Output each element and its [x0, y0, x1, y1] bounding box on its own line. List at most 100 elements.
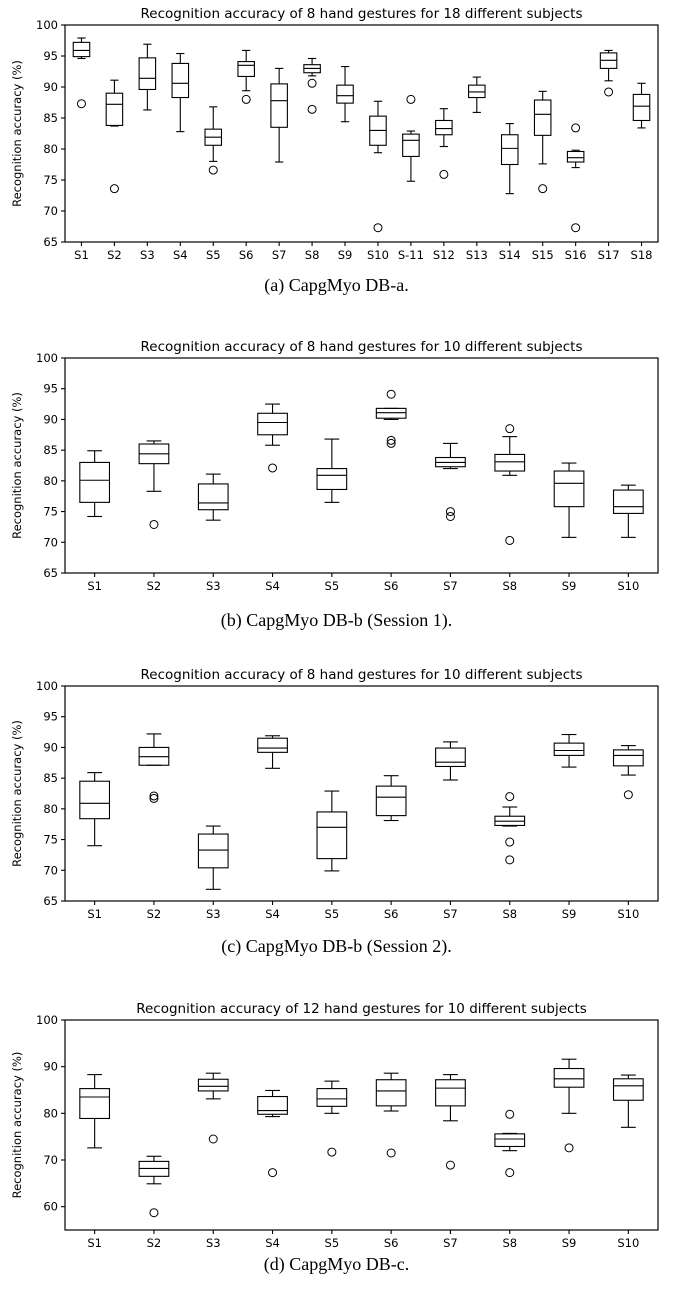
y-tick-label: 95	[43, 382, 58, 396]
x-tick-label: S4	[265, 907, 280, 921]
outlier-point	[505, 535, 515, 545]
outlier-point	[149, 1208, 159, 1218]
y-tick-label: 65	[43, 566, 58, 580]
box-S4	[257, 403, 288, 473]
chart-panel-a: Recognition accuracy of 8 hand gestures …	[0, 0, 673, 326]
x-tick-label: S6	[239, 248, 254, 262]
y-tick-label: 100	[36, 351, 58, 365]
x-tick-label: S10	[617, 579, 639, 593]
box-S4	[171, 52, 190, 133]
iqr-box	[494, 453, 526, 472]
iqr-box	[553, 470, 585, 508]
iqr-box	[553, 1067, 585, 1088]
iqr-box	[612, 489, 644, 514]
x-tick-label: S1	[87, 579, 102, 593]
y-tick-label: 60	[43, 1200, 58, 1214]
box-S6	[375, 775, 407, 822]
y-axis-label: Recognition accuracy (%)	[10, 1052, 24, 1199]
x-tick-label: S2	[147, 907, 162, 921]
x-tick-label: S2	[147, 579, 162, 593]
x-tick-label: S9	[338, 248, 353, 262]
outlier-point	[386, 389, 396, 399]
y-tick-label: 90	[43, 1060, 58, 1074]
iqr-box	[375, 785, 407, 817]
box-S2	[138, 1155, 170, 1218]
outlier-point	[505, 855, 515, 865]
box-S10	[612, 1074, 644, 1128]
box-S5	[316, 438, 348, 503]
x-tick-label: S14	[499, 248, 521, 262]
outlier-point	[623, 790, 633, 800]
iqr-box	[336, 84, 354, 104]
x-tick-label: S5	[325, 579, 340, 593]
box-S18	[632, 82, 651, 129]
box-S17	[599, 49, 618, 97]
y-tick-label: 85	[43, 111, 58, 125]
caption-b: (b) CapgMyo DB-b (Session 1).	[220, 610, 453, 630]
outlier-point	[505, 424, 515, 434]
outlier-point	[445, 507, 455, 517]
y-tick-label: 95	[43, 49, 58, 63]
x-tick-label: S17	[598, 248, 620, 262]
box-S8	[494, 792, 526, 865]
x-tick-label: S7	[443, 579, 458, 593]
iqr-box	[79, 1088, 111, 1120]
x-tick-label: S1	[87, 1236, 102, 1250]
iqr-box	[79, 461, 111, 503]
x-tick-label: S12	[433, 248, 455, 262]
iqr-box	[566, 150, 585, 163]
box-S5	[316, 1080, 348, 1157]
outlier-point	[505, 792, 515, 802]
y-tick-label: 85	[43, 443, 58, 457]
boxplot-chart-d: Recognition accuracy of 12 hand gestures…	[10, 1001, 659, 1250]
y-tick-label: 100	[36, 18, 58, 32]
x-tick-label: S10	[617, 1236, 639, 1250]
x-tick-label: S8	[502, 907, 517, 921]
outlier-point	[571, 223, 581, 233]
outlier-point	[571, 123, 581, 133]
y-tick-label: 80	[43, 1106, 58, 1120]
box-S9	[553, 1058, 585, 1153]
box-S5	[204, 106, 223, 175]
y-tick-label: 70	[43, 1153, 58, 1167]
outlier-point	[505, 837, 515, 847]
y-axis-label: Recognition accuracy (%)	[10, 720, 24, 867]
y-axis-label: Recognition accuracy (%)	[10, 60, 24, 207]
box-S8	[494, 1109, 526, 1178]
outlier-point	[445, 511, 455, 521]
iqr-box	[197, 483, 229, 511]
iqr-box	[171, 62, 190, 99]
y-tick-label: 90	[43, 412, 58, 426]
box-S-11	[402, 94, 420, 182]
chart-panel-c: Recognition accuracy of 8 hand gestures …	[0, 652, 673, 978]
chart-title: Recognition accuracy of 8 hand gestures …	[141, 6, 583, 22]
outlier-point	[538, 184, 548, 194]
x-tick-label: S10	[367, 248, 389, 262]
x-tick-label: S6	[384, 907, 399, 921]
x-tick-label: S6	[384, 579, 399, 593]
box-S10	[612, 484, 644, 538]
iqr-box	[435, 747, 466, 768]
iqr-box	[316, 811, 348, 860]
box-S2	[105, 79, 124, 194]
box-S1	[79, 450, 111, 518]
outlier-point	[149, 793, 159, 803]
y-tick-label: 90	[43, 740, 58, 754]
outlier-point	[109, 184, 119, 194]
box-S1	[72, 37, 91, 109]
chart-panel-b: Recognition accuracy of 8 hand gestures …	[0, 326, 673, 652]
y-tick-label: 70	[43, 863, 58, 877]
box-S1	[79, 772, 111, 847]
y-tick-label: 80	[43, 474, 58, 488]
box-S13	[468, 76, 486, 113]
iqr-box	[375, 407, 407, 419]
y-axis-label: Recognition accuracy (%)	[10, 392, 24, 539]
x-tick-label: S4	[265, 579, 280, 593]
outlier-point	[439, 169, 449, 179]
iqr-box	[533, 99, 552, 136]
iqr-box	[468, 84, 486, 99]
x-tick-label: S16	[565, 248, 587, 262]
x-tick-label: S-11	[398, 248, 424, 262]
x-tick-label: S10	[617, 907, 639, 921]
y-tick-label: 75	[43, 505, 58, 519]
